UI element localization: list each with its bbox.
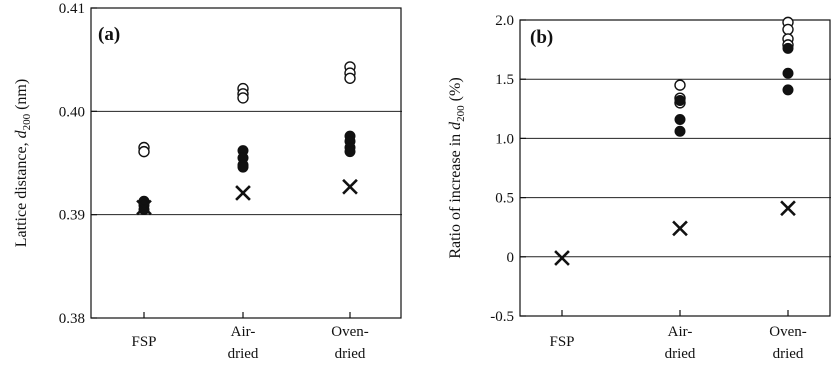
y-tick-label: 0 (507, 250, 515, 266)
cross-point (554, 250, 570, 266)
x-tick-label: FSP (131, 334, 156, 350)
y-axis-title-unit: (nm) (13, 79, 30, 114)
filled-circle-point (782, 67, 794, 79)
open-circle-point (782, 23, 794, 36)
filled-circle-point (138, 204, 150, 215)
y-axis-title-sub: 200 (21, 113, 33, 130)
y-tick-label: 1.5 (495, 72, 514, 88)
x-tick-label: Oven- (769, 324, 807, 340)
y-tick-label: 0.5 (495, 191, 514, 207)
panel-label: (a) (98, 24, 120, 45)
x-tick-label: dried (228, 346, 259, 362)
y-tick-label: 0.40 (59, 104, 85, 120)
cross-point (342, 178, 358, 195)
panel-label: (b) (530, 27, 553, 48)
filled-circle-point (344, 146, 356, 158)
y-tick-label: 0.38 (59, 311, 85, 327)
cross-point (235, 185, 251, 201)
y-axis-title-text: Lattice distance, (13, 138, 30, 247)
plot-frame (90, 7, 402, 319)
y-axis-title: Ratio of increase in d200 (%) (447, 77, 467, 258)
filled-circle-point (674, 113, 686, 125)
cross-point (672, 220, 688, 237)
x-tick-label: FSP (549, 334, 574, 350)
cross-point (136, 199, 152, 216)
x-tick-label: dried (335, 346, 366, 362)
x-tick-label: dried (665, 346, 696, 362)
y-axis-title-sub: 200 (455, 105, 467, 122)
filled-circle-point (237, 161, 249, 173)
open-circle-point (674, 79, 686, 91)
filled-circle-point (782, 42, 794, 54)
cross-point (780, 200, 796, 217)
y-tick-label: 0.41 (59, 1, 85, 17)
y-axis-title-text: Ratio of increase in (447, 130, 464, 259)
panel-a: 0.38 0.39 0.40 0.41 FSP Air-dried Oven-dried (a… (13, 1, 402, 362)
panel-b: -0.5 0 0.5 1.0 1.5 2.0 FSP Air-dried Oven-dried (… (447, 13, 831, 362)
y-tick-label: 1.0 (495, 131, 514, 147)
plot-frame (519, 19, 831, 317)
open-circle-point (138, 145, 150, 158)
filled-circle-point (674, 95, 686, 107)
open-circle-point (344, 72, 356, 84)
x-tick-label: dried (773, 346, 804, 362)
x-tick-label: Air- (668, 324, 693, 340)
filled-circle-point (674, 125, 686, 137)
y-tick-label: 0.39 (59, 208, 85, 224)
y-tick-label: 2.0 (495, 13, 514, 29)
x-tick-label: Air- (231, 324, 256, 340)
x-tick-label: Oven- (331, 324, 369, 340)
y-axis-title-unit: (%) (447, 77, 464, 105)
y-axis-title: Lattice distance, d200 (nm) (13, 79, 33, 247)
y-axis-title-var: d (13, 129, 30, 138)
filled-circle-point (782, 84, 794, 96)
y-tick-label: -0.5 (490, 309, 514, 325)
y-axis-title-var: d (447, 121, 464, 130)
open-circle-point (237, 92, 249, 104)
